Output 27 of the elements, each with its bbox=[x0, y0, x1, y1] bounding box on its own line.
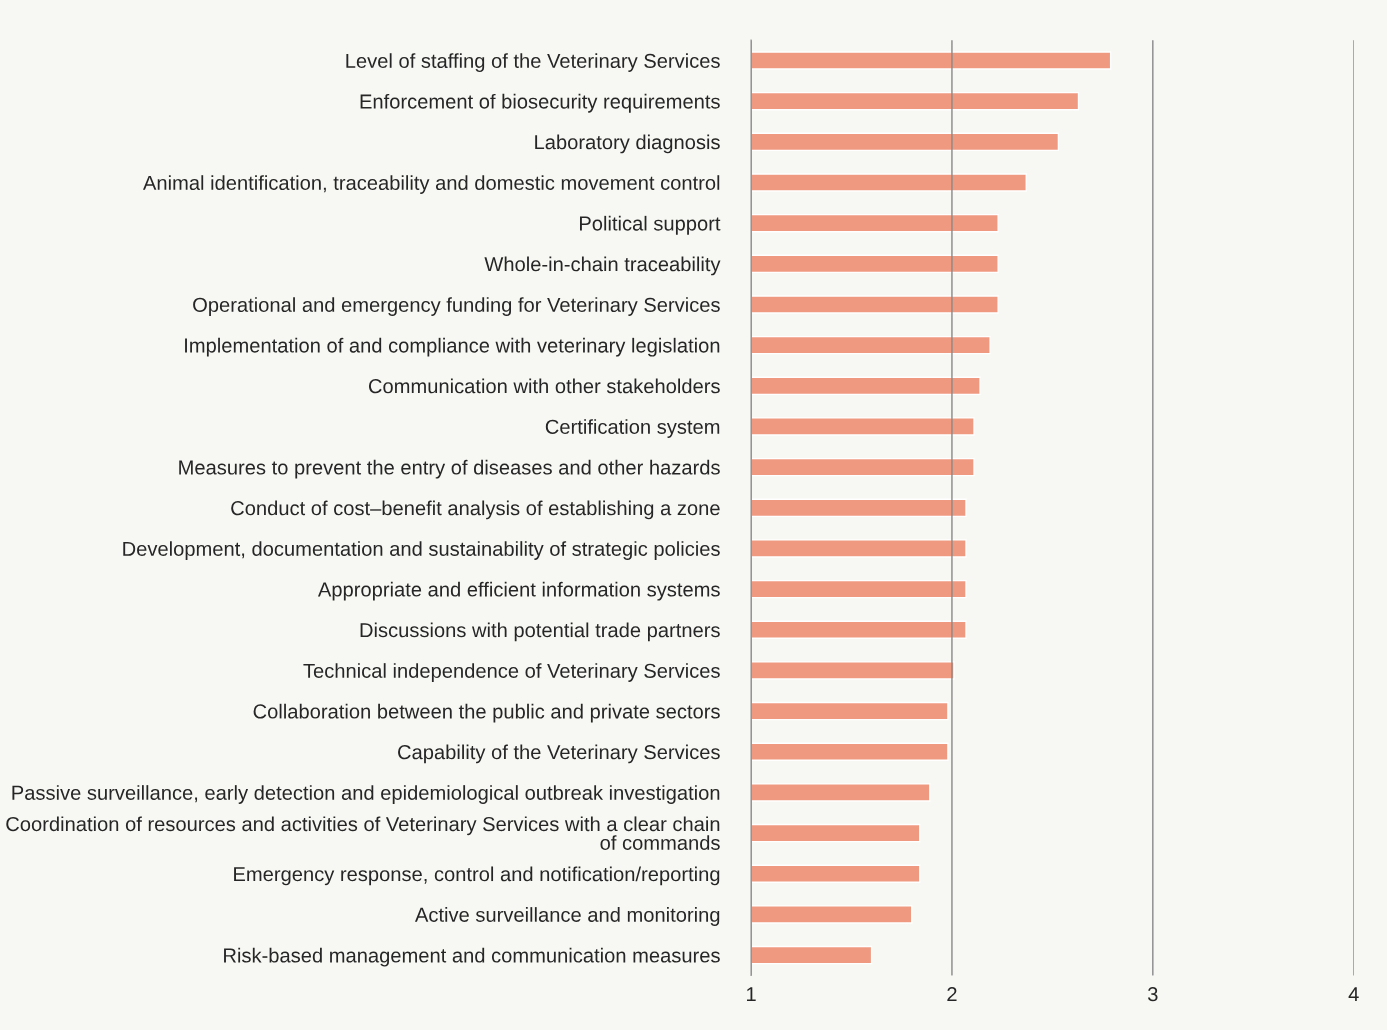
x-tick-label: 2 bbox=[947, 987, 957, 1002]
y-tick-label: Political support bbox=[580, 215, 721, 235]
y-tick-label: Animal identification, traceability and domestic movement control bbox=[142, 175, 720, 194]
y-tick-label: Capability of the Veterinary Services bbox=[398, 744, 720, 764]
y-tick-label: Technical independence of Veterinary Services bbox=[303, 663, 720, 682]
y-tick-label: Certification system bbox=[545, 419, 720, 438]
x-tick-label: 3 bbox=[1148, 987, 1158, 1002]
y-tick-label: Collaboration between the public and private sectors bbox=[253, 703, 720, 723]
y-tick-label: Implementation of and compliance with veterinary legislation bbox=[185, 337, 720, 357]
y-tick-label: Laboratory diagnosis bbox=[535, 134, 720, 154]
y-tick-label: Development, documentation and sustainability of strategic policies bbox=[123, 541, 720, 560]
y-tick-label: Emergency response, control and notification/reporting bbox=[234, 866, 720, 886]
y-tick-label: Whole-in-chain traceability bbox=[484, 256, 721, 276]
x-tick-label: 1 bbox=[747, 987, 756, 1002]
y-tick-label: Level of staffing of the Veterinary Services bbox=[346, 53, 720, 72]
y-tick-label: Communication with other stakeholders bbox=[368, 378, 720, 394]
y-tick-label: Measures to prevent the entry of diseases and other hazards bbox=[179, 459, 720, 479]
x-tick-label: 4 bbox=[1348, 987, 1359, 1002]
y-tick-label: Passive surveillance, early detection and epidemiological outbreak investigation bbox=[12, 785, 720, 804]
y-tick-label: Operational and emergency funding for Veterinary Services bbox=[193, 297, 720, 316]
y-tick-label: Enforcement of biosecurity requirements bbox=[360, 93, 720, 113]
y-tick-label: Risk-based management and communication measures bbox=[224, 947, 720, 967]
y-tick-label: Active surveillance and monitoring bbox=[414, 907, 720, 926]
y-tick-label: Coordination of resources and activities of Veterinary Services with a clear chain of commands bbox=[6, 816, 720, 850]
y-tick-label: Conduct of cost–benefit analysis of establishing a zone bbox=[231, 500, 720, 520]
y-tick-label: Appropriate and efficient information systems bbox=[317, 581, 720, 601]
y-tick-label: Discussions with potential trade partners bbox=[360, 622, 720, 642]
